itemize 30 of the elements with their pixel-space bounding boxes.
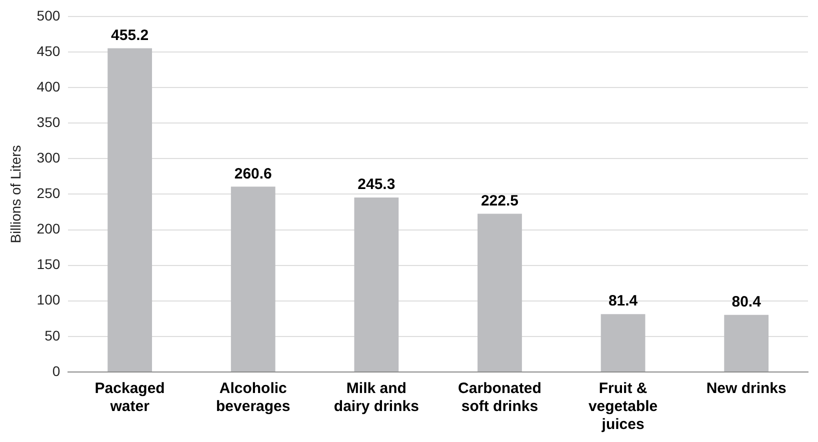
x-tick-label: New drinks bbox=[706, 380, 786, 398]
x-tick-label: Packaged water bbox=[94, 380, 165, 416]
data-label: 455.2 bbox=[111, 26, 149, 44]
y-tick-label: 500 bbox=[36, 7, 60, 24]
bar bbox=[108, 48, 152, 372]
y-tick-label: 100 bbox=[36, 292, 60, 308]
data-label: 222.5 bbox=[480, 192, 519, 210]
y-tick-label: 50 bbox=[44, 327, 60, 344]
y-tick-label: 0 bbox=[52, 362, 60, 379]
data-label: 260.6 bbox=[234, 165, 272, 182]
y-tick-label: 250 bbox=[36, 185, 60, 202]
bar bbox=[724, 314, 769, 372]
x-tick-label: Alcoholic beverages bbox=[216, 380, 290, 416]
x-tick-label: Carbonated soft drinks bbox=[458, 380, 542, 416]
y-axis-title: Billions of Liters bbox=[7, 145, 24, 244]
y-tick-label: 300 bbox=[36, 150, 60, 166]
bar bbox=[478, 214, 522, 372]
bar bbox=[230, 186, 276, 372]
x-tick-label: Milk and dairy drinks bbox=[334, 380, 419, 416]
bar bbox=[354, 198, 399, 372]
y-tick-label: 200 bbox=[36, 220, 60, 237]
data-label: 81.4 bbox=[608, 292, 638, 310]
y-tick-label: 450 bbox=[36, 42, 60, 59]
x-tick-label: Fruit & vegetable juices bbox=[588, 380, 658, 434]
y-tick-label: 400 bbox=[36, 78, 60, 94]
data-label: 80.4 bbox=[732, 293, 762, 310]
y-tick-label: 350 bbox=[36, 114, 60, 130]
data-label: 245.3 bbox=[358, 176, 396, 194]
bar bbox=[600, 314, 646, 372]
y-tick-label: 150 bbox=[36, 256, 60, 272]
